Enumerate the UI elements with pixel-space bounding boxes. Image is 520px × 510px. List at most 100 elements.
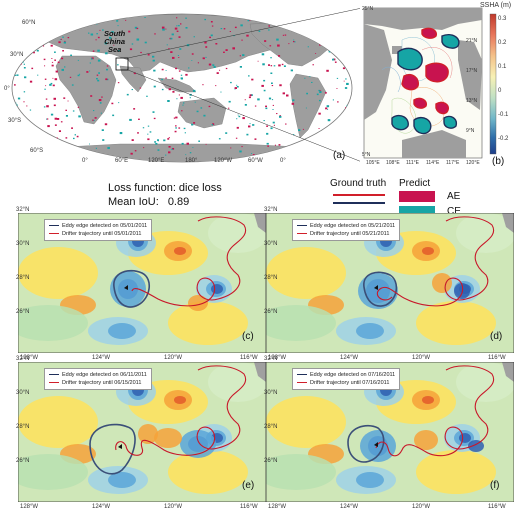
trajectory-text: Drifter trajectory until 05/01/2011 [62, 231, 142, 237]
eddy-dot [188, 67, 190, 69]
eddy-dot [246, 133, 249, 136]
eddy-dot [50, 38, 52, 40]
eddy-dot [98, 99, 102, 102]
eddy-dot [55, 32, 57, 34]
panel-lon-124w: 124°W [340, 355, 359, 361]
eddy-dot [318, 128, 320, 129]
panel-lon-116w: 116°W [488, 355, 506, 361]
eddy-dot [185, 27, 188, 29]
eddy-dot [155, 143, 158, 145]
eddy-dot [211, 25, 214, 27]
eddy-dot [129, 48, 133, 51]
eddy-dot [90, 33, 94, 36]
eddy-dot [276, 38, 279, 41]
trajectory-line-swatch [49, 382, 59, 384]
eddy-dot [291, 102, 295, 105]
ssha-blob [468, 440, 484, 452]
eddy-dot [157, 149, 160, 151]
eddy-dot [76, 24, 78, 26]
eddy-dot [215, 43, 218, 45]
eddy-dot [279, 84, 282, 87]
eddy-dot [166, 44, 168, 46]
eddy-dot [229, 31, 231, 32]
eddy-dot [89, 62, 91, 64]
eddy-dot [93, 110, 95, 112]
eddy-dot [283, 65, 286, 67]
eddy-dot [345, 120, 349, 123]
eddy-dot [109, 16, 112, 18]
eddy-dot [261, 53, 265, 56]
eddy-dot [22, 61, 24, 63]
eddy-dot [332, 99, 334, 101]
eddy-dot [14, 74, 17, 76]
eddy-dot [189, 97, 191, 99]
eddy-dot [67, 100, 69, 102]
eddy-dot [271, 82, 273, 84]
world-lon-180: 180° [185, 158, 198, 164]
panel-lat-26n: 26°N [264, 458, 278, 464]
eddy-dot [316, 93, 319, 96]
world-lon-120w: 120°W [214, 158, 233, 164]
ssha-blob [208, 362, 268, 402]
eddy-dot [274, 151, 277, 154]
eddy-dot [249, 123, 251, 125]
eddy-dot [236, 118, 238, 120]
inset-cb-tick-2: 0.1 [498, 64, 507, 70]
panel-lon-116w: 116°W [488, 504, 506, 510]
ssha-blob [456, 213, 516, 253]
eddy-dot [119, 132, 123, 135]
eddy-dot [131, 43, 134, 45]
eddy-dot [239, 66, 242, 68]
eddy-dot [244, 99, 246, 101]
inset-lat-17n: 17°N [466, 68, 478, 74]
eddy-dot [339, 37, 342, 40]
trajectory-text: Drifter trajectory until 05/21/2011 [310, 231, 390, 237]
eddy-dot [338, 127, 342, 130]
panel-lat-30n: 30°N [16, 390, 30, 396]
eddy-dot [242, 54, 245, 56]
eddy-dot [210, 34, 213, 37]
eddy-dot [184, 132, 186, 134]
eddy-dot [326, 69, 329, 72]
eddy-dot [60, 121, 63, 123]
legend-ae-label: AE [447, 191, 461, 202]
eddy-dot [157, 140, 159, 142]
eddy-dot [344, 87, 348, 89]
eddy-dot [50, 113, 54, 116]
world-lat-0: 0° [4, 86, 10, 92]
eddy-dot [304, 77, 306, 79]
trajectory-line-swatch [297, 233, 307, 235]
eddy-dot [64, 66, 66, 68]
eddy-dot [208, 105, 211, 108]
world-lon-0: 0° [82, 158, 88, 164]
eddy-dot [49, 18, 51, 20]
eddy-dot [263, 120, 265, 122]
eddy-dot [234, 26, 237, 29]
eddy-dot [348, 20, 351, 23]
eddy-dot [21, 132, 24, 134]
eddy-dot [193, 122, 196, 124]
drifter-legend-edge-row: Eddy edge detected on 05/21/2011 [297, 222, 395, 230]
panel-lat-26n: 26°N [264, 309, 278, 315]
eddy-dot [205, 46, 208, 48]
eddy-dot [276, 113, 278, 115]
eddy-dot [62, 36, 64, 38]
eddy-dot [33, 51, 35, 54]
eddy-dot [44, 78, 47, 80]
eddy-dot [77, 59, 79, 61]
eddy-dot [137, 132, 139, 134]
ssha-blob [174, 396, 186, 404]
eddy-dot [239, 150, 242, 153]
eddy-dot [131, 89, 133, 91]
eddy-dot [71, 84, 74, 86]
mean-iou-label: Mean IoU: [108, 196, 159, 208]
eddy-dot [165, 154, 167, 156]
eddy-dot [54, 59, 56, 61]
eddy-dot [16, 66, 19, 68]
eddy-dot [95, 39, 97, 41]
eddy-dot [37, 74, 39, 76]
eddy-dot [43, 106, 46, 108]
inset-land-philippines [458, 40, 482, 110]
eddy-dot [339, 145, 342, 148]
eddy-dot [168, 151, 171, 154]
